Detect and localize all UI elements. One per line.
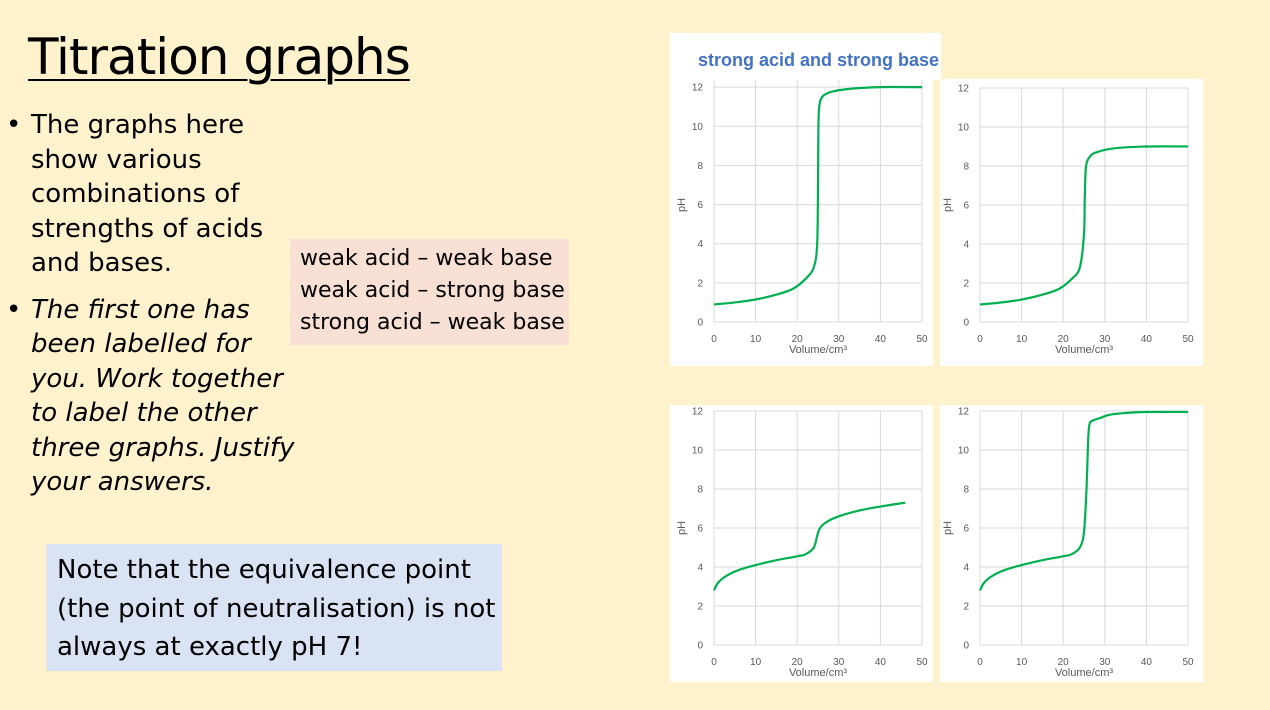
chart-title: strong acid and strong base	[698, 50, 940, 70]
note-box: Note that the equivalence point (the poi…	[46, 544, 502, 671]
y-axis-title: pH	[676, 521, 688, 535]
x-tick-label: 0	[977, 334, 983, 345]
bullet-list: The graphs here show various combination…	[0, 108, 300, 512]
y-tick-label: 12	[958, 407, 970, 418]
bullet-item: The graphs here show various combination…	[0, 108, 300, 281]
y-tick-label: 2	[963, 602, 969, 613]
y-tick-label: 0	[963, 641, 969, 652]
chart-svg: 0 2 4 6 8 10 12 0 10 20 30 40 50 Volume/cm³ pH	[942, 84, 1194, 357]
x-tick-label: 0	[977, 657, 983, 668]
note-text: Note that the equivalence point (the poi…	[57, 555, 496, 662]
x-tick-label: 30	[1099, 657, 1111, 668]
y-tick-label: 4	[697, 239, 703, 250]
y-axis-title: pH	[942, 198, 954, 212]
chart-4: 0 2 4 6 8 10 12 0 10 20 30 40 50 Volume/cm³ pH	[940, 405, 1203, 682]
y-tick-label: 12	[958, 84, 970, 95]
y-tick-label: 4	[697, 563, 703, 574]
y-tick-label: 8	[697, 485, 703, 496]
chart-title-box	[670, 33, 941, 80]
y-tick-label: 6	[697, 524, 703, 535]
y-tick-label: 12	[692, 407, 704, 418]
x-axis-title: Volume/cm³	[789, 667, 847, 679]
x-tick-label: 50	[916, 657, 928, 668]
x-tick-label: 20	[1058, 657, 1070, 668]
x-tick-label: 20	[792, 657, 804, 668]
x-axis-title: Volume/cm³	[1055, 667, 1113, 679]
option-item: strong acid – weak base	[300, 310, 565, 335]
y-tick-label: 8	[963, 485, 969, 496]
y-axis-title: pH	[942, 521, 954, 535]
x-tick-label: 30	[833, 334, 845, 345]
y-tick-label: 2	[963, 279, 969, 290]
x-tick-label: 30	[833, 657, 845, 668]
chart-3: 0 2 4 6 8 10 12 0 10 20 30 40 50 Volume/cm³ pH	[670, 405, 933, 682]
x-tick-label: 10	[750, 334, 762, 345]
x-tick-label: 40	[1141, 334, 1153, 345]
x-tick-label: 50	[1182, 334, 1194, 345]
y-tick-label: 6	[697, 200, 703, 211]
y-tick-label: 0	[697, 641, 703, 652]
chart-svg: 0 2 4 6 8 10 12 0 10 20 30 40 50 Volume/cm³ pH	[942, 407, 1194, 680]
y-tick-label: 12	[692, 83, 704, 94]
y-tick-label: 10	[692, 122, 704, 133]
x-tick-label: 20	[1058, 334, 1070, 345]
x-tick-label: 50	[916, 334, 928, 345]
y-tick-label: 10	[958, 446, 970, 457]
x-axis-title: Volume/cm³	[789, 344, 847, 356]
x-tick-label: 10	[1016, 334, 1028, 345]
label-options-box: weak acid – weak base weak acid – strong…	[290, 239, 569, 345]
x-tick-label: 0	[711, 334, 717, 345]
y-tick-label: 10	[958, 123, 970, 134]
x-tick-label: 40	[875, 657, 887, 668]
y-tick-label: 8	[963, 162, 969, 173]
option-item: weak acid – strong base	[300, 278, 565, 303]
y-tick-label: 2	[697, 602, 703, 613]
series-line	[713, 501, 906, 591]
x-axis-title: Volume/cm³	[1055, 344, 1113, 356]
y-tick-label: 4	[963, 563, 969, 574]
x-tick-label: 30	[1099, 334, 1111, 345]
x-tick-label: 40	[1141, 657, 1153, 668]
x-tick-label: 50	[1182, 657, 1194, 668]
y-tick-label: 6	[963, 524, 969, 535]
y-tick-label: 2	[697, 278, 703, 289]
chart-2: 0 2 4 6 8 10 12 0 10 20 30 40 50 Volume/cm³ pH	[940, 79, 1203, 366]
x-tick-label: 20	[792, 334, 804, 345]
x-tick-label: 0	[711, 657, 717, 668]
slide-title: Titration graphs	[28, 28, 411, 86]
y-tick-label: 6	[963, 201, 969, 212]
bullet-item: The first one has been labelled for you.…	[0, 293, 300, 500]
series-line	[979, 145, 1189, 306]
series-line	[979, 410, 1189, 591]
y-tick-label: 8	[697, 161, 703, 172]
y-tick-label: 10	[692, 446, 704, 457]
x-tick-label: 40	[875, 334, 887, 345]
y-axis-title: pH	[676, 198, 688, 212]
y-tick-label: 0	[963, 318, 969, 329]
x-tick-label: 10	[750, 657, 762, 668]
option-item: weak acid – weak base	[300, 246, 553, 271]
y-tick-label: 0	[697, 318, 703, 329]
series-line	[713, 85, 923, 306]
x-tick-label: 10	[1016, 657, 1028, 668]
y-tick-label: 4	[963, 240, 969, 251]
chart-svg: 0 2 4 6 8 10 12 0 10 20 30 40 50 Volume/cm³ pH	[676, 407, 928, 680]
